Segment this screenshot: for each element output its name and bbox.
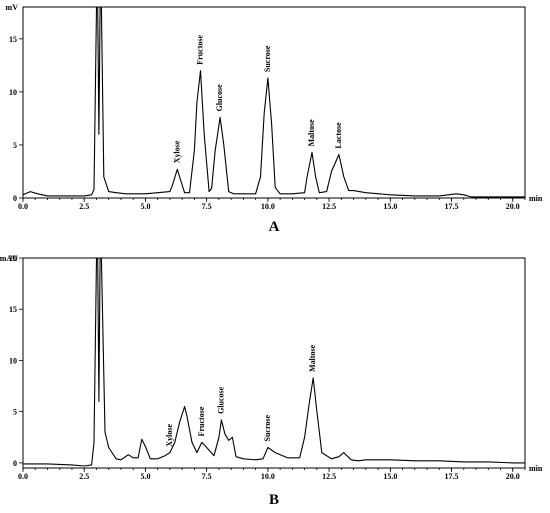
x-tick-label: 5.0 (140, 202, 150, 211)
x-tick-label: 10.0 (261, 472, 275, 481)
x-tick-label: 17.5 (445, 472, 459, 481)
x-tick-label: 0.0 (18, 472, 28, 481)
plot-frame (22, 6, 526, 199)
x-tick-label: 17.5 (445, 202, 459, 211)
y-tick-label: 0 (13, 459, 17, 468)
chromatogram-trace (22, 6, 525, 198)
chromatogram-panel-a: 0.0 2.5 5.0 7.5 10.0 12.5 15.0 17.5 20.0 0 5 10 15 mV… (6, 3, 543, 235)
x-tick-label: 5.0 (140, 472, 150, 481)
y-tick-label: 0 (13, 194, 17, 203)
x-tick-label: 12.5 (322, 202, 336, 211)
y-tick-label: 10 (9, 88, 17, 97)
x-tick-label: 20.0 (506, 202, 520, 211)
peak-label-maltose: Maltose (307, 119, 316, 147)
x-tick-label: 7.5 (202, 472, 212, 481)
x-unit-label: min (529, 194, 543, 203)
panel-label: A (269, 219, 280, 235)
x-tick-label: 15.0 (383, 472, 397, 481)
peak-label-xylose: Xylose (165, 423, 174, 446)
x-tick-label: 12.5 (322, 472, 336, 481)
peak-label-fructose: Fructose (197, 406, 206, 436)
y-tick-label: 15 (9, 35, 17, 44)
x-tick-label: 10.0 (261, 202, 275, 211)
y-tick-label: 5 (13, 408, 17, 417)
peak-label-maltose: Maltose (308, 344, 317, 372)
peak-label-glucose: Glucose (215, 84, 224, 112)
chromatogram-trace (23, 257, 525, 467)
peak-label-xylose: Xylose (172, 140, 181, 163)
x-tick-label: 2.5 (79, 202, 89, 211)
x-tick-label: 20.0 (506, 472, 520, 481)
peak-label-glucose: Glucose (216, 386, 225, 414)
plot-frame (22, 257, 526, 469)
peak-label-sucrose: Sucrose (263, 45, 272, 72)
x-unit-label: min (529, 464, 543, 473)
y-tick-label: 5 (13, 141, 17, 150)
y-tick-label: 15 (9, 305, 17, 314)
y-tick-label: 10 (9, 356, 17, 365)
y-unit-label: mV (6, 3, 19, 12)
y-unit-label: mAU (0, 254, 18, 263)
y-tick-label: 20 (9, 254, 17, 263)
x-tick-label: 15.0 (383, 202, 397, 211)
peak-label-sucrose: Sucrose (263, 415, 272, 442)
peak-label-lactose: Lactose (334, 122, 343, 149)
x-tick-label: 0.0 (18, 202, 28, 211)
x-tick-label: 2.5 (79, 472, 89, 481)
peak-label-fructose: Fructose (196, 34, 205, 64)
panel-label: B (269, 492, 279, 508)
x-tick-label: 7.5 (202, 202, 212, 211)
chromatogram-panel-b: 0.0 2.5 5.0 7.5 10.0 12.5 15.0 17.5 20.0 0 5 10 15 20… (0, 254, 543, 508)
